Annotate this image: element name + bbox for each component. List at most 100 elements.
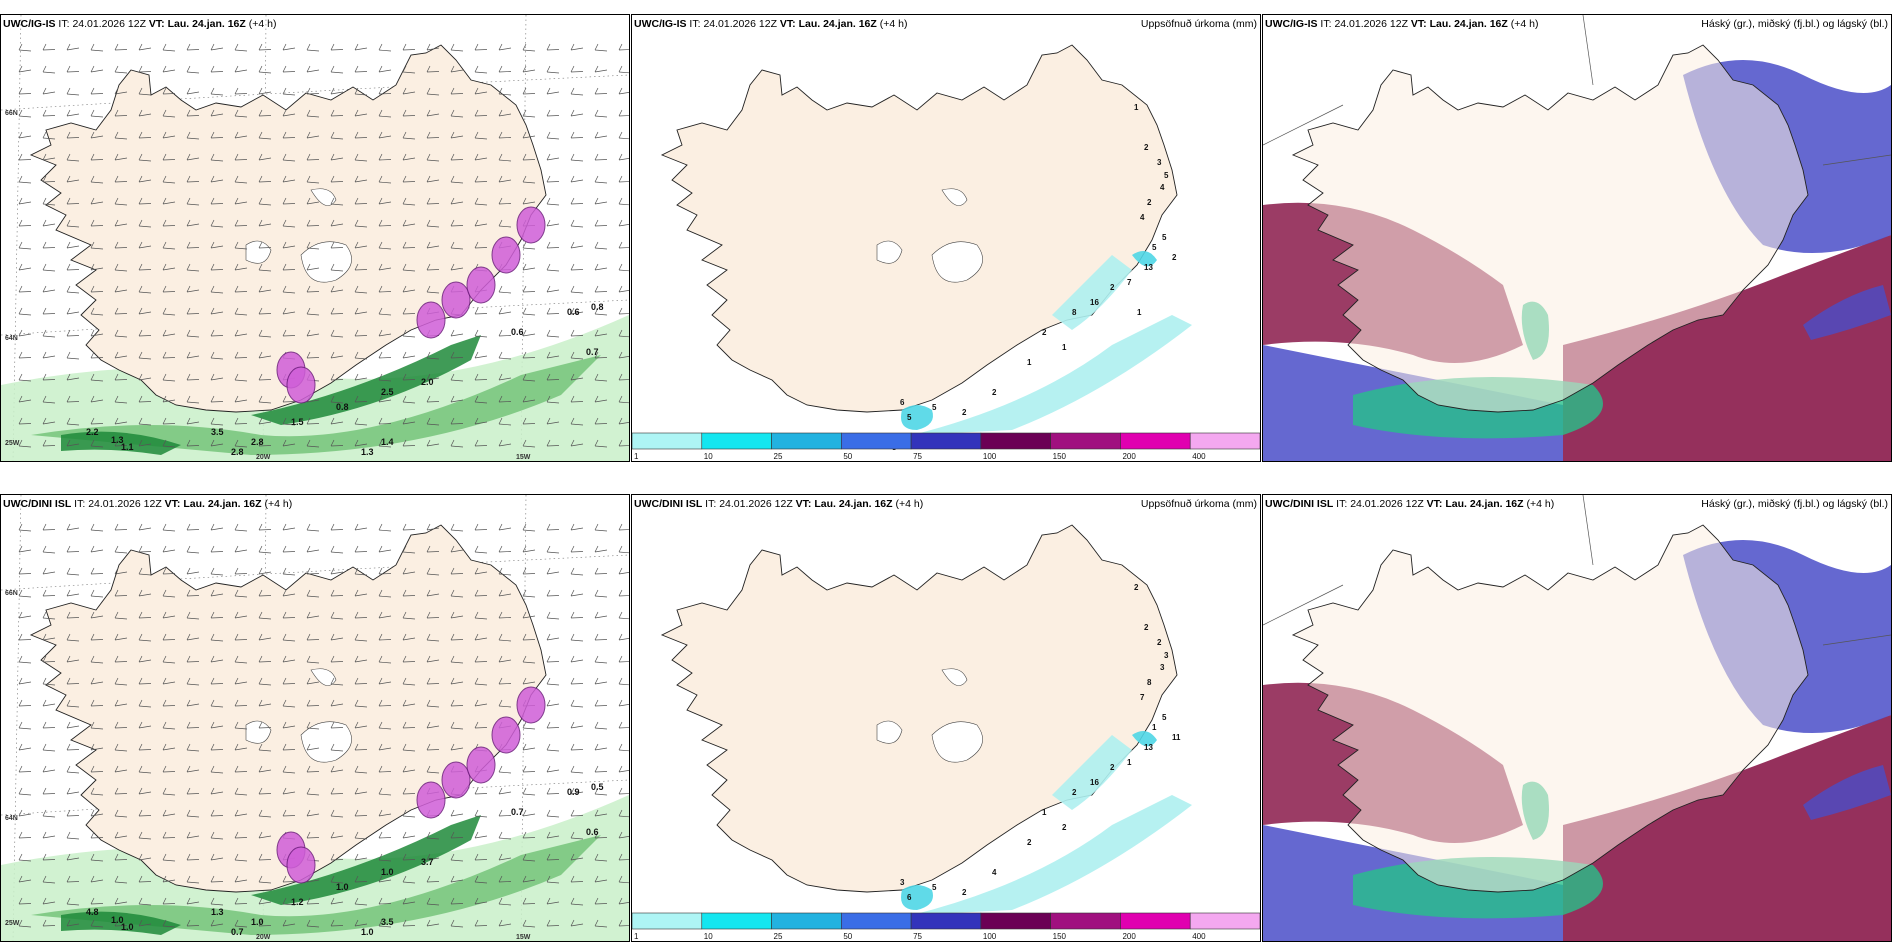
wind-barb bbox=[234, 677, 248, 685]
wind-barb bbox=[90, 589, 104, 598]
precip-value-label: 6 bbox=[907, 893, 912, 902]
wind-barb bbox=[114, 131, 128, 140]
wind-barb bbox=[330, 545, 344, 554]
wind-barb bbox=[234, 809, 248, 817]
wind-barb bbox=[498, 809, 512, 817]
wind-barb bbox=[306, 743, 320, 751]
wind-barb bbox=[330, 263, 344, 272]
wind-barb bbox=[66, 417, 80, 426]
wind-barb bbox=[210, 439, 224, 447]
lat-label-64n: 64N bbox=[5, 815, 18, 822]
wind-value-label: 1.5 bbox=[291, 417, 304, 427]
wind-barb bbox=[114, 567, 128, 575]
wind-barb bbox=[210, 853, 224, 861]
wind-barb bbox=[114, 417, 128, 425]
colorbar-tick-label: 75 bbox=[913, 932, 922, 941]
wind-barb bbox=[522, 589, 536, 598]
wind-barb bbox=[570, 523, 584, 531]
wind-barb bbox=[618, 219, 629, 227]
wind-barb bbox=[282, 219, 296, 228]
wind-barb bbox=[186, 655, 200, 663]
wind-barb bbox=[282, 87, 296, 96]
wind-barb bbox=[594, 831, 608, 839]
wind-barb bbox=[474, 897, 488, 905]
wind-value-label: 0.7 bbox=[231, 927, 244, 937]
wind-barb bbox=[258, 175, 272, 183]
wind-barb bbox=[378, 131, 392, 139]
wind-barb bbox=[306, 919, 320, 928]
wind-barb bbox=[18, 373, 32, 382]
wind-barb bbox=[306, 897, 320, 905]
colorbar-tick-label: 50 bbox=[843, 932, 852, 941]
precip-area bbox=[1132, 251, 1157, 267]
wind-barb bbox=[42, 285, 56, 293]
colorbar-tick-label: 200 bbox=[1122, 932, 1136, 941]
wind-barb bbox=[66, 307, 80, 315]
precip-value-label: 2 bbox=[1147, 198, 1152, 207]
wind-barb bbox=[210, 809, 224, 817]
wind-barb bbox=[594, 567, 608, 575]
wind-barb bbox=[426, 545, 440, 553]
wind-barb bbox=[522, 809, 536, 817]
wind-barb bbox=[42, 395, 56, 404]
wind-barb bbox=[42, 611, 56, 620]
precip-value-label: 2 bbox=[1072, 788, 1077, 797]
wind-barb bbox=[42, 897, 56, 905]
wind-barb bbox=[42, 351, 56, 359]
wind-barb bbox=[546, 65, 560, 74]
wind-barb bbox=[378, 699, 392, 707]
wind-barb bbox=[450, 87, 464, 95]
wind-barb bbox=[234, 373, 248, 382]
panel-wind-row2: 0.9 0.5 0.6 0.7 1.0 3.7 1.0 1.3 1.0 1.0 3.5 4.8 1.0 1… bbox=[0, 494, 630, 942]
wind-barb bbox=[522, 523, 536, 532]
wind-barb bbox=[42, 633, 56, 641]
wind-barb bbox=[114, 395, 128, 404]
wind-barb bbox=[354, 219, 368, 228]
wind-barb bbox=[330, 765, 344, 773]
wind-barb bbox=[138, 395, 152, 403]
wind-barb bbox=[618, 373, 629, 381]
wind-barb bbox=[90, 263, 104, 271]
wind-barb bbox=[378, 175, 392, 184]
wind-barb bbox=[330, 743, 344, 752]
wind-barb bbox=[546, 439, 560, 447]
wind-barb bbox=[402, 699, 416, 707]
wind-barb bbox=[498, 853, 512, 861]
wind-barb bbox=[354, 109, 368, 117]
wind-barb bbox=[90, 197, 104, 205]
wind-barb bbox=[354, 131, 368, 139]
precip-value-label: 3 bbox=[900, 878, 905, 887]
wind-barb bbox=[546, 263, 560, 272]
wind-barb bbox=[402, 523, 416, 531]
wind-barb bbox=[186, 43, 200, 51]
wind-barb bbox=[18, 219, 32, 227]
wind-barb bbox=[354, 721, 368, 729]
wind-barb bbox=[618, 351, 629, 359]
boundary-line bbox=[1822, 634, 1891, 646]
wind-barb bbox=[90, 919, 104, 928]
precip-value-label: 1 bbox=[1127, 758, 1132, 767]
wind-barb bbox=[594, 307, 608, 316]
wind-barb bbox=[186, 831, 200, 839]
wind-barb bbox=[42, 65, 56, 74]
parallel-64n bbox=[1, 779, 629, 816]
wind-barb bbox=[18, 197, 32, 205]
glacier-vatnajokull bbox=[300, 241, 352, 283]
wind-barb bbox=[186, 439, 200, 447]
wind-barb bbox=[546, 307, 560, 315]
wind-barb bbox=[450, 373, 464, 382]
wind-barb bbox=[330, 567, 344, 575]
wind-barb bbox=[618, 197, 629, 206]
wind-barb bbox=[498, 153, 512, 162]
wind-barb bbox=[138, 219, 152, 228]
wind-barb bbox=[258, 545, 272, 554]
wind-barb bbox=[546, 329, 560, 338]
wind-barb bbox=[474, 175, 488, 183]
wind-barb bbox=[354, 655, 368, 663]
wind-barb bbox=[138, 743, 152, 751]
wind-barb bbox=[90, 721, 104, 730]
wind-barb bbox=[474, 809, 488, 818]
colorbar-swatch bbox=[1120, 432, 1191, 450]
wind-barb bbox=[210, 307, 224, 315]
precip-value-label: 2 bbox=[1172, 253, 1177, 262]
